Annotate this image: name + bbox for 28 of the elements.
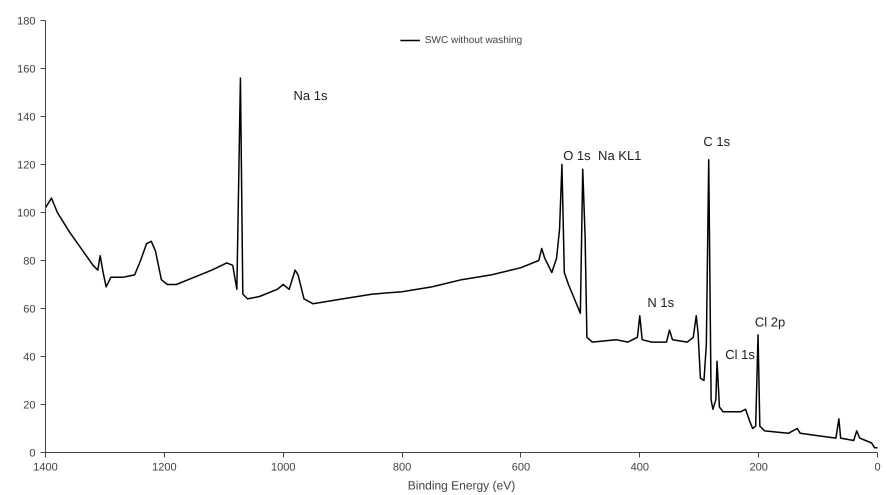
x-tick-label: 0 (874, 462, 881, 474)
annotation: Cl 2p (754, 314, 786, 330)
y-tick-label: 80 (23, 256, 36, 268)
annotation: Cl 1s (725, 346, 756, 362)
y-tick-label: 120 (17, 160, 36, 172)
x-tick-label: 800 (392, 462, 412, 474)
x-tick-label: 200 (749, 462, 768, 474)
y-tick-label: 140 (17, 112, 36, 124)
y-tick-label: 180 (17, 16, 36, 28)
x-tick-label: 1200 (152, 462, 177, 474)
y-tick-label: 160 (17, 64, 36, 76)
annotation: C 1s (703, 134, 731, 150)
legend-label: SWC without washing (424, 34, 522, 46)
annotation: N 1s (647, 295, 675, 310)
x-tick-label: 1400 (33, 462, 58, 474)
x-axis-title: Binding Energy (eV) (408, 478, 516, 492)
x-tick-label: 1000 (270, 462, 296, 474)
annotation: Na 1s (294, 88, 328, 103)
y-tick-label: 60 (23, 304, 36, 316)
annotation: Na KL1 (598, 148, 642, 163)
annotation: O 1s (563, 148, 592, 163)
y-tick-label: 40 (23, 352, 36, 364)
line-series (46, 77, 878, 448)
y-tick-label: 100 (17, 208, 36, 220)
x-tick-label: 400 (630, 462, 649, 474)
x-tick-label: 600 (512, 462, 530, 474)
y-tick-label: 0 (29, 448, 36, 460)
y-tick-label: 20 (23, 400, 36, 412)
